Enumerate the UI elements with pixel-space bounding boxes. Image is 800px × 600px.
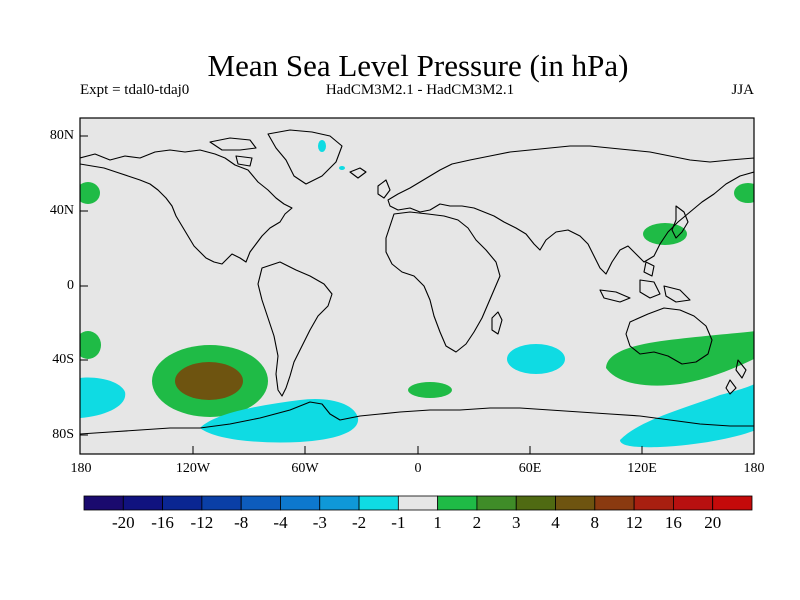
colorbar-swatch: [319, 495, 360, 511]
lat-label-80n: 80N: [49, 128, 74, 143]
coastline-north-america: [80, 149, 293, 265]
model-label: HadCM3M2.1 - HadCM3M2.1: [325, 82, 515, 98]
experiment-label: Expt = tdal0-tdaj0: [80, 82, 190, 98]
season-label: JJA: [731, 82, 754, 98]
colorbar-swatch: [673, 495, 714, 511]
anomaly-positive-west-pacific-north: [80, 182, 100, 204]
colorbar-swatch: [633, 495, 674, 511]
colorbar-label: 2: [472, 513, 482, 532]
colorbar-label: 8: [590, 513, 600, 532]
lat-label-0: 0: [67, 278, 74, 293]
anomaly-negative-antarctic-pacific: [200, 398, 359, 443]
anomaly-positive-strong-south-pacific: [175, 362, 243, 400]
colorbar-swatch: [280, 495, 321, 511]
colorbar-swatch: [397, 495, 439, 511]
coastline-antarctica: [80, 401, 754, 435]
lon-label-120w: 120W: [175, 461, 211, 476]
colorbar-label: -1: [391, 513, 406, 532]
anomaly-negative-greenland: [318, 140, 326, 152]
coastline-greenland: [267, 129, 343, 185]
anomaly-positive-east-pacific-north: [734, 183, 754, 203]
colorbar-label: -20: [111, 513, 135, 532]
colorbar-label: -2: [352, 513, 367, 532]
coastline-new-zealand: [725, 359, 747, 395]
coastline-south-america: [257, 261, 333, 397]
lon-label-180w: 180: [70, 461, 92, 476]
colorbar-swatch: [240, 495, 281, 511]
colorbar-swatch: [122, 495, 163, 511]
anomaly-negative-greenland-east: [339, 166, 345, 170]
coastline-canadian-archipelago: [209, 137, 257, 167]
colorbar: [83, 495, 753, 511]
axis-ticks: [80, 135, 643, 454]
colorbar-label: -12: [190, 513, 214, 532]
coastline-australia: [625, 307, 713, 365]
anomaly-positive-east-asia: [643, 223, 687, 245]
colorbar-swatch: [476, 495, 517, 511]
lon-label-180e: 180: [743, 461, 765, 476]
colorbar-label: -3: [312, 513, 327, 532]
colorbar-swatch: [437, 495, 478, 511]
coastline-japan: [671, 205, 689, 239]
colorbar-swatch: [712, 495, 753, 511]
coastline-eurasia: [387, 145, 754, 275]
coastline-iceland-uk: [349, 167, 391, 199]
colorbar-label: 1: [433, 513, 442, 532]
colorbar-swatch: [555, 495, 596, 511]
colorbar-swatch: [515, 495, 556, 511]
lon-label-0: 0: [414, 461, 422, 476]
anomaly-positive-south-atlantic: [408, 382, 452, 398]
lat-label-80s: 80S: [52, 427, 74, 442]
colorbar-label: 20: [704, 513, 722, 532]
anomaly-negative-indian-ocean: [507, 344, 565, 374]
colorbar-swatch: [162, 495, 203, 511]
anomaly-positive-australia: [606, 331, 754, 386]
colorbar-label: 3: [511, 513, 521, 532]
anomaly-fields: [80, 140, 754, 448]
lon-label-60w: 60W: [291, 461, 319, 476]
coastline-madagascar: [491, 311, 503, 335]
chart-title: Mean Sea Level Pressure (in hPa): [207, 48, 629, 83]
colorbar-label: 16: [664, 513, 682, 532]
colorbar-label: -8: [234, 513, 249, 532]
lat-label-40n: 40N: [49, 203, 74, 218]
anomaly-negative-southeast-pacific: [620, 384, 754, 448]
coastline-southeast-asia-islands: [599, 261, 691, 303]
lat-label-40s: 40S: [52, 352, 74, 367]
colorbar-swatch: [358, 495, 399, 511]
lon-label-60e: 60E: [518, 461, 542, 476]
colorbar-label: 12: [625, 513, 643, 532]
colorbar-swatch: [83, 495, 124, 511]
coastline-africa: [385, 211, 501, 353]
coastlines: [80, 129, 754, 435]
colorbar-label: 4: [551, 513, 560, 532]
colorbar-swatch: [594, 495, 635, 511]
anomaly-positive-west-pacific-south: [80, 331, 101, 359]
colorbar-label: -4: [273, 513, 288, 532]
colorbar-label: -16: [151, 513, 174, 532]
colorbar-swatch: [201, 495, 242, 511]
lon-label-120e: 120E: [627, 461, 657, 476]
anomaly-negative-southwest-pacific: [80, 377, 126, 418]
